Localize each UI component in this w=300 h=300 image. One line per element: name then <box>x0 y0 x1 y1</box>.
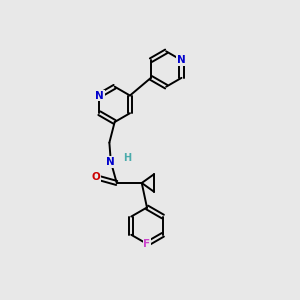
Text: N: N <box>177 55 186 65</box>
Text: H: H <box>123 153 131 163</box>
Text: N: N <box>95 91 104 100</box>
Text: F: F <box>143 239 151 249</box>
Text: N: N <box>106 157 115 167</box>
Text: O: O <box>91 172 100 182</box>
